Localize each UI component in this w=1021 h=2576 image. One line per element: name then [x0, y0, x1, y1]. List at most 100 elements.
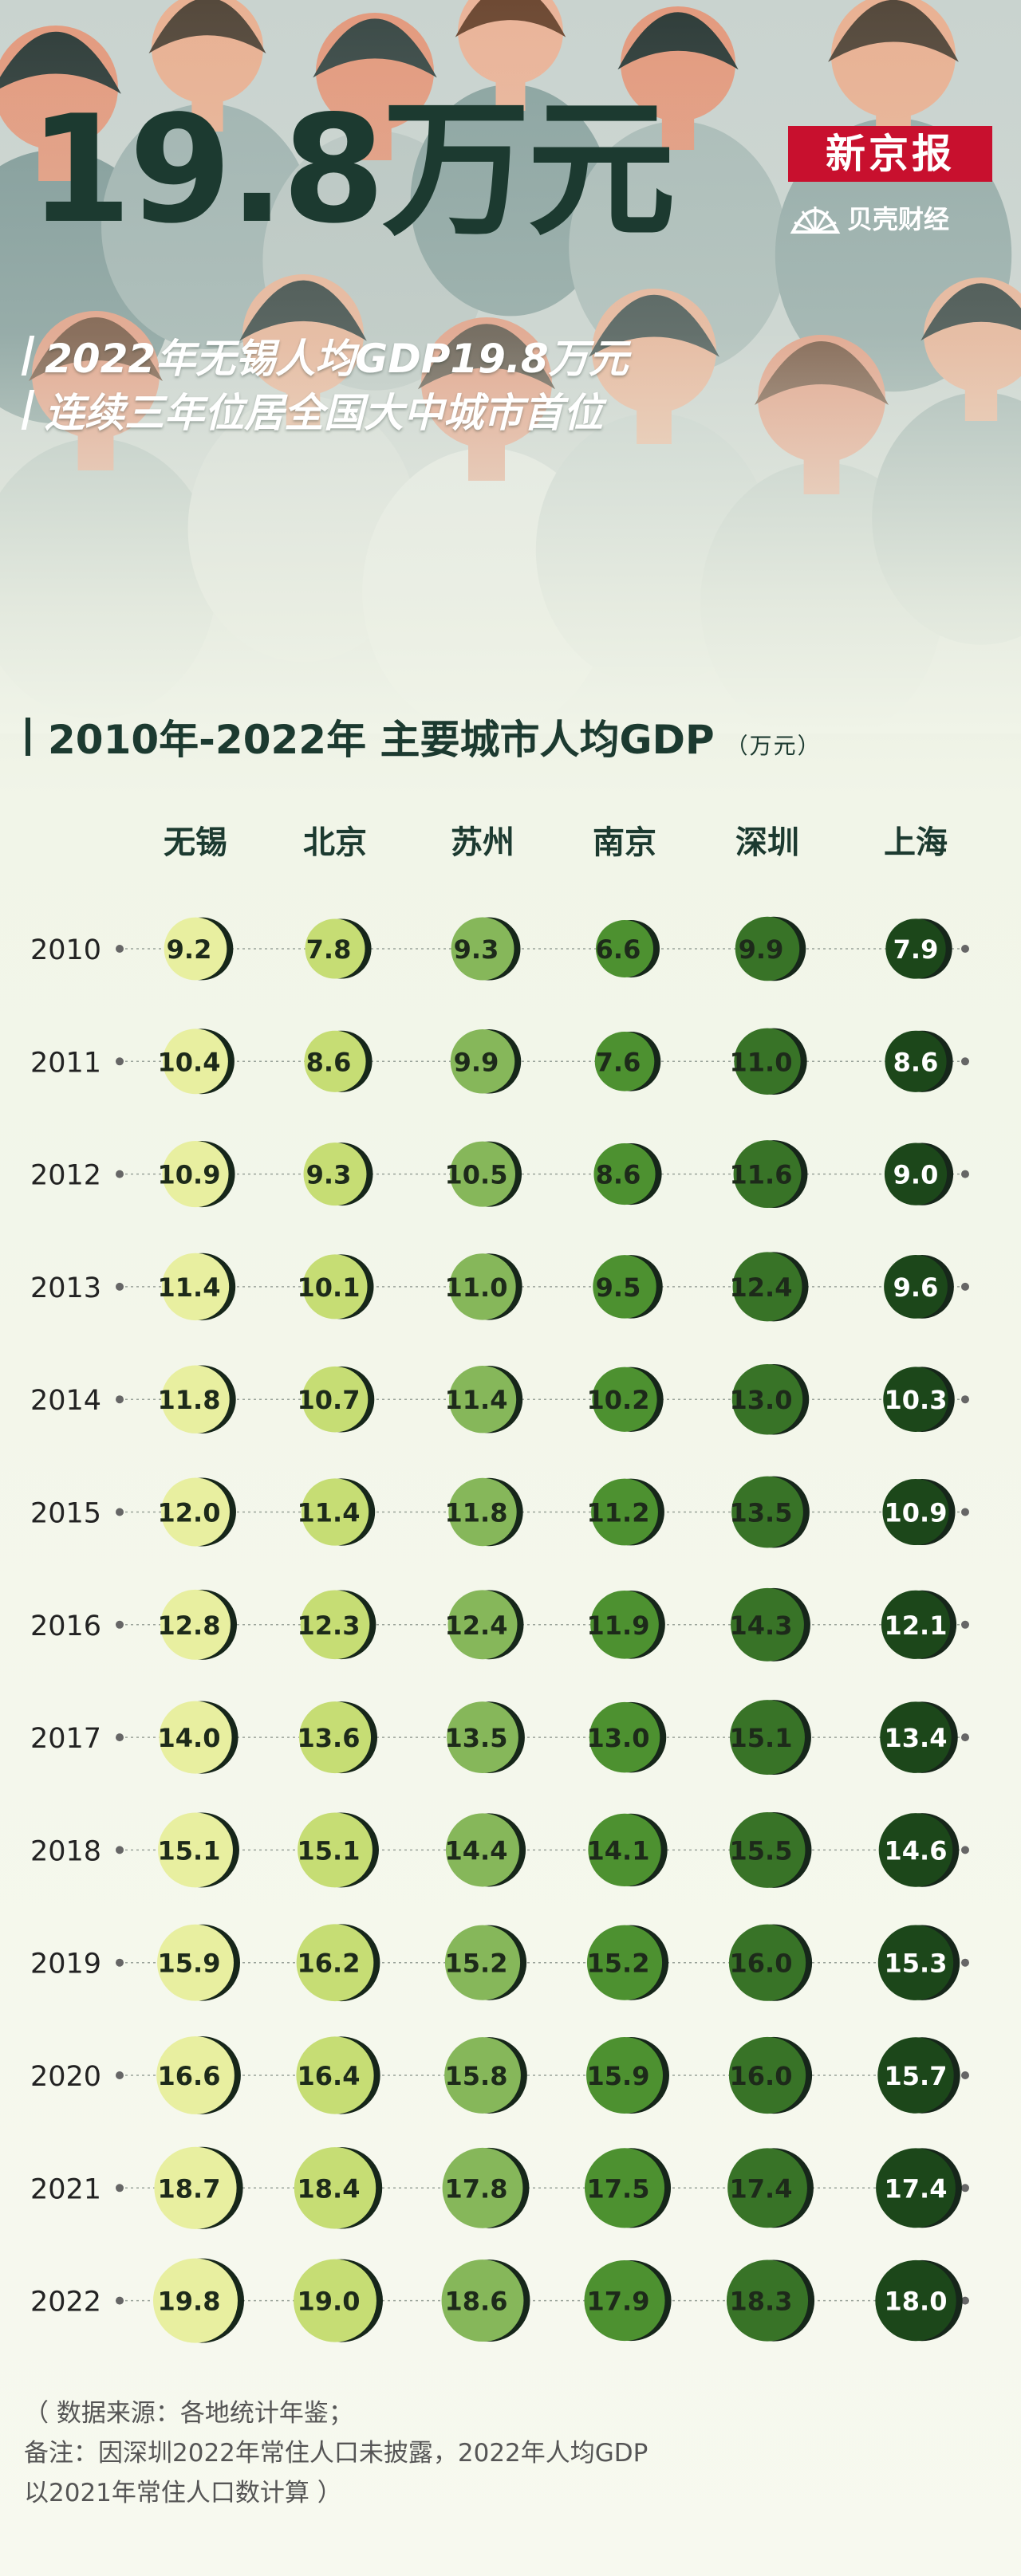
- gdp-bubble-chart: 无锡 北京 苏州 南京 深圳 上海 2010 9.2 7.8 9.3 6.6 9.9 7.9 2011 10…: [30, 824, 969, 2343]
- value-label-1-2017: 13.6: [298, 1723, 361, 1753]
- bubble-3-2014: [592, 1367, 657, 1432]
- value-label-0-2012: 10.9: [158, 1160, 221, 1190]
- bubble-1-2013: [302, 1254, 368, 1319]
- bubble-5-2018: [878, 1813, 953, 1887]
- value-label-4-2013: 12.4: [730, 1272, 793, 1303]
- headline: 19.8万元: [29, 83, 676, 256]
- note-line3: 以2021年常住人口数计算 ）: [24, 2479, 342, 2507]
- value-label-2-2011: 9.9: [454, 1047, 499, 1077]
- bubble-5-2011: [885, 1030, 947, 1092]
- bubble-2-2021: [442, 2147, 523, 2228]
- value-label-4-2018: 15.5: [730, 1835, 793, 1866]
- value-label-3-2010: 6.6: [596, 934, 641, 965]
- section-title-text: 2010年-2022年 主要城市人均GDP: [48, 717, 715, 763]
- bubble-2-2011: [450, 1029, 515, 1094]
- bubble-2-2014: [448, 1366, 517, 1434]
- bubble-3-2019: [586, 1925, 663, 2000]
- note-line2: 备注：因深圳2022年常住人口未披露，2022年人均GDP: [24, 2439, 648, 2468]
- row-dot-end-2013: [961, 1282, 969, 1291]
- row-dot-end-2020: [961, 2071, 969, 2079]
- row-dot-start-2017: [116, 1733, 124, 1742]
- value-label-0-2011: 10.4: [158, 1047, 221, 1077]
- year-label-2020: 2020: [30, 2061, 101, 2093]
- value-label-4-2019: 16.0: [730, 1949, 793, 1979]
- value-label-2-2012: 10.5: [445, 1160, 508, 1190]
- value-label-5-2015: 10.9: [885, 1498, 948, 1528]
- value-label-0-2014: 11.8: [158, 1385, 221, 1415]
- bubble-2-2017: [447, 1701, 518, 1773]
- value-label-1-2019: 16.2: [298, 1949, 361, 1979]
- bubble-4-2013: [732, 1252, 802, 1322]
- bubble-5-2017: [880, 1701, 952, 1773]
- value-label-3-2011: 7.6: [596, 1047, 641, 1077]
- city-header-5: 上海: [884, 824, 948, 861]
- bubble-4-2018: [729, 1811, 806, 1888]
- value-label-2-2019: 15.2: [445, 1949, 508, 1979]
- row-dot-start-2014: [116, 1395, 124, 1404]
- row-dot-end-2021: [961, 2184, 969, 2193]
- bubble-5-2019: [877, 1925, 954, 2000]
- value-label-4-2014: 13.0: [730, 1385, 793, 1415]
- bubble-3-2013: [593, 1255, 656, 1319]
- accent-bar: [26, 718, 30, 756]
- value-label-4-2015: 13.5: [730, 1498, 793, 1528]
- value-label-1-2021: 18.4: [298, 2173, 361, 2204]
- value-label-5-2020: 15.7: [885, 2061, 948, 2091]
- bubble-0-2010: [164, 917, 227, 981]
- year-label-2016: 2016: [30, 1610, 101, 1642]
- subtitle-line2-text: 连续三年位居全国大中城市首位: [45, 390, 603, 436]
- bubble-5-2022: [875, 2259, 956, 2342]
- value-label-2-2018: 14.4: [445, 1835, 508, 1866]
- bubble-3-2020: [586, 2037, 663, 2114]
- bubble-0-2021: [154, 2146, 237, 2229]
- row-dot-start-2012: [116, 1170, 124, 1178]
- value-label-4-2012: 11.6: [730, 1160, 793, 1190]
- year-label-2012: 2012: [30, 1160, 101, 1192]
- bubble-4-2022: [726, 2259, 809, 2342]
- subtitle-line1-text: 2022年无锡人均GDP19.8万元: [45, 336, 629, 382]
- year-label-2015: 2015: [30, 1498, 101, 1530]
- value-label-1-2016: 12.3: [298, 1610, 361, 1641]
- value-label-1-2012: 9.3: [306, 1160, 352, 1190]
- bubble-0-2019: [157, 1924, 234, 2001]
- value-label-3-2014: 10.2: [587, 1385, 650, 1415]
- bubble-5-2012: [884, 1142, 948, 1205]
- value-label-4-2011: 11.0: [730, 1047, 793, 1077]
- bubble-1-2015: [301, 1478, 369, 1546]
- city-header-4: 深圳: [735, 824, 799, 861]
- row-dot-end-2015: [961, 1508, 969, 1516]
- value-label-5-2014: 10.3: [885, 1385, 948, 1415]
- year-label-2011: 2011: [30, 1047, 101, 1079]
- year-label-2013: 2013: [30, 1272, 101, 1304]
- bubble-3-2016: [590, 1590, 659, 1659]
- value-label-2-2020: 15.8: [445, 2061, 508, 2091]
- value-label-5-2012: 9.0: [893, 1160, 939, 1190]
- value-label-0-2022: 19.8: [158, 2287, 221, 2317]
- bubble-2-2022: [441, 2259, 524, 2342]
- city-header-3: 南京: [593, 824, 656, 861]
- section-title: 2010年-2022年 主要城市人均GDP （万元）: [26, 708, 822, 765]
- row-dot-end-2010: [961, 945, 969, 953]
- city-header-1: 北京: [303, 824, 367, 861]
- value-label-2-2017: 13.5: [445, 1723, 508, 1753]
- bubble-0-2011: [163, 1028, 228, 1095]
- row-dot-end-2012: [961, 1170, 969, 1178]
- value-label-1-2018: 15.1: [298, 1835, 361, 1866]
- bubble-0-2022: [153, 2258, 238, 2343]
- value-label-1-2014: 10.7: [298, 1385, 361, 1415]
- year-label-2019: 2019: [30, 1949, 101, 1980]
- bubble-1-2010: [305, 918, 365, 979]
- bubble-2-2019: [444, 1925, 521, 2000]
- shell-icon: [790, 206, 841, 234]
- value-label-0-2015: 12.0: [158, 1498, 221, 1528]
- row-dot-start-2021: [116, 2184, 124, 2193]
- value-label-4-2010: 9.9: [739, 934, 784, 965]
- value-label-3-2015: 11.2: [587, 1498, 650, 1528]
- row-dot-end-2018: [961, 1846, 969, 1854]
- bubble-1-2011: [304, 1030, 366, 1092]
- row-dot-start-2019: [116, 1958, 124, 1967]
- value-label-0-2010: 9.2: [167, 934, 212, 965]
- row-dot-start-2015: [116, 1508, 124, 1516]
- brand-sub: 贝壳财经: [790, 196, 949, 239]
- bubble-2-2012: [449, 1141, 516, 1207]
